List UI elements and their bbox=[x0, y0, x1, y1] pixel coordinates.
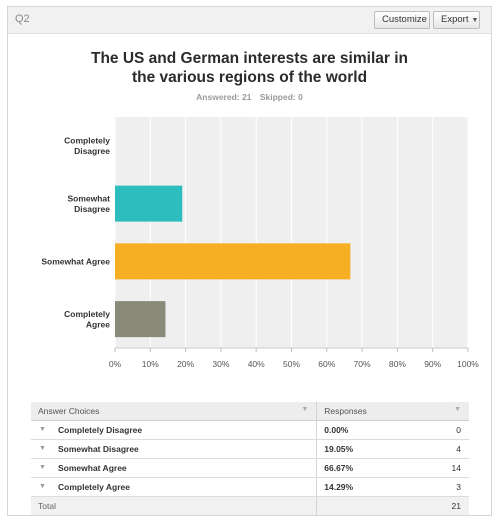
question-title-line-2: the various regions of the world bbox=[131, 69, 368, 86]
response-percent: 19.05% bbox=[324, 444, 354, 454]
bar-chart: 0% 10% 20% 30% 40% 50% 60% 70% 80% 90% 100% Complet… bbox=[41, 117, 479, 369]
expand-arrow-icon[interactable]: ▼ bbox=[39, 464, 46, 471]
response-percent: 0.00% bbox=[324, 425, 349, 435]
header-answer-choices-label: Answer Choices bbox=[38, 406, 100, 416]
answer-label: Completely Agree bbox=[58, 482, 130, 492]
answer-label: Somewhat Disagree bbox=[58, 444, 139, 454]
bar bbox=[115, 301, 166, 338]
x-tick-label: 90% bbox=[424, 359, 441, 369]
answer-cell: ▼ Completely Disagree bbox=[31, 420, 317, 440]
table-row: ▼ Completely Agree 14.29% 3 bbox=[31, 477, 469, 497]
chevron-down-icon: ▼ bbox=[471, 17, 479, 24]
response-stats: Answered: 21 Skipped: 0 bbox=[8, 92, 491, 102]
survey-question-panel: Q2 Customize Export ▼ The US and German i… bbox=[7, 6, 492, 516]
category-label: Disagree bbox=[74, 146, 110, 156]
bar bbox=[115, 243, 351, 280]
table-row: ▼ Somewhat Agree 66.67% 14 bbox=[31, 458, 469, 478]
category-label: Agree bbox=[86, 319, 110, 329]
answered-count: Answered: 21 bbox=[196, 92, 252, 102]
response-cell: 66.67% 14 bbox=[316, 458, 469, 478]
skipped-count: Skipped: 0 bbox=[259, 92, 303, 102]
question-number: Q2 bbox=[15, 13, 30, 25]
answer-cell: ▼ Somewhat Disagree bbox=[31, 439, 317, 459]
total-label-cell: Total bbox=[31, 496, 317, 515]
export-button-label: Export bbox=[441, 14, 469, 25]
x-tick-label: 40% bbox=[248, 359, 265, 369]
table-row: ▼ Completely Disagree 0.00% 0 bbox=[31, 420, 469, 440]
table-header-row: Answer Choices ▼ Responses ▼ bbox=[31, 402, 469, 421]
header-answer-choices[interactable]: Answer Choices ▼ bbox=[31, 402, 317, 421]
answer-cell: ▼ Completely Agree bbox=[31, 477, 317, 497]
response-count: 14 bbox=[451, 463, 461, 473]
response-percent: 66.67% bbox=[324, 463, 354, 473]
bar bbox=[115, 185, 183, 222]
response-percent: 14.29% bbox=[324, 482, 354, 492]
response-cell: 0.00% 0 bbox=[316, 420, 469, 440]
sort-arrow-icon: ▼ bbox=[454, 406, 461, 413]
answer-label: Completely Disagree bbox=[58, 425, 143, 435]
category-label: Completely bbox=[64, 136, 110, 146]
x-tick-label: 60% bbox=[318, 359, 335, 369]
answer-label: Somewhat Agree bbox=[58, 463, 127, 473]
header-responses[interactable]: Responses ▼ bbox=[316, 402, 469, 421]
response-count: 3 bbox=[456, 482, 461, 492]
response-cell: 19.05% 4 bbox=[316, 439, 469, 459]
category-label: Somewhat Agree bbox=[41, 256, 110, 266]
expand-arrow-icon[interactable]: ▼ bbox=[39, 483, 46, 490]
x-tick-label: 100% bbox=[457, 359, 479, 369]
total-count: 21 bbox=[451, 501, 461, 511]
x-tick-label: 0% bbox=[109, 359, 122, 369]
x-tick-label: 10% bbox=[142, 359, 159, 369]
customize-button[interactable]: Customize bbox=[374, 11, 430, 29]
x-tick-label: 20% bbox=[177, 359, 194, 369]
x-tick-label: 30% bbox=[212, 359, 229, 369]
question-title-line-1: The US and German interests are similar … bbox=[90, 50, 408, 67]
x-tick-label: 70% bbox=[354, 359, 371, 369]
table-row: ▼ Somewhat Disagree 19.05% 4 bbox=[31, 439, 469, 459]
category-label: Disagree bbox=[74, 204, 110, 214]
response-cell: 14.29% 3 bbox=[316, 477, 469, 497]
expand-arrow-icon[interactable]: ▼ bbox=[39, 426, 46, 433]
question-title: The US and German interests are similar … bbox=[8, 49, 491, 87]
x-tick-label: 80% bbox=[389, 359, 406, 369]
header-responses-label: Responses bbox=[324, 406, 367, 416]
export-button[interactable]: Export ▼ bbox=[433, 11, 480, 29]
x-tick-label: 50% bbox=[283, 359, 300, 369]
response-count: 0 bbox=[456, 425, 461, 435]
table-total-row: Total 21 bbox=[31, 496, 469, 515]
response-count: 4 bbox=[456, 444, 461, 454]
total-count-cell: 21 bbox=[316, 496, 469, 515]
sort-arrow-icon: ▼ bbox=[301, 406, 309, 413]
category-label: Completely bbox=[64, 309, 110, 319]
answer-table: Answer Choices ▼ Responses ▼ ▼ Completel… bbox=[31, 402, 469, 515]
total-label: Total bbox=[38, 501, 56, 511]
expand-arrow-icon[interactable]: ▼ bbox=[39, 445, 46, 452]
question-toolbar: Q2 Customize Export ▼ bbox=[8, 7, 491, 34]
answer-cell: ▼ Somewhat Agree bbox=[31, 458, 317, 478]
category-label: Somewhat bbox=[67, 193, 110, 203]
